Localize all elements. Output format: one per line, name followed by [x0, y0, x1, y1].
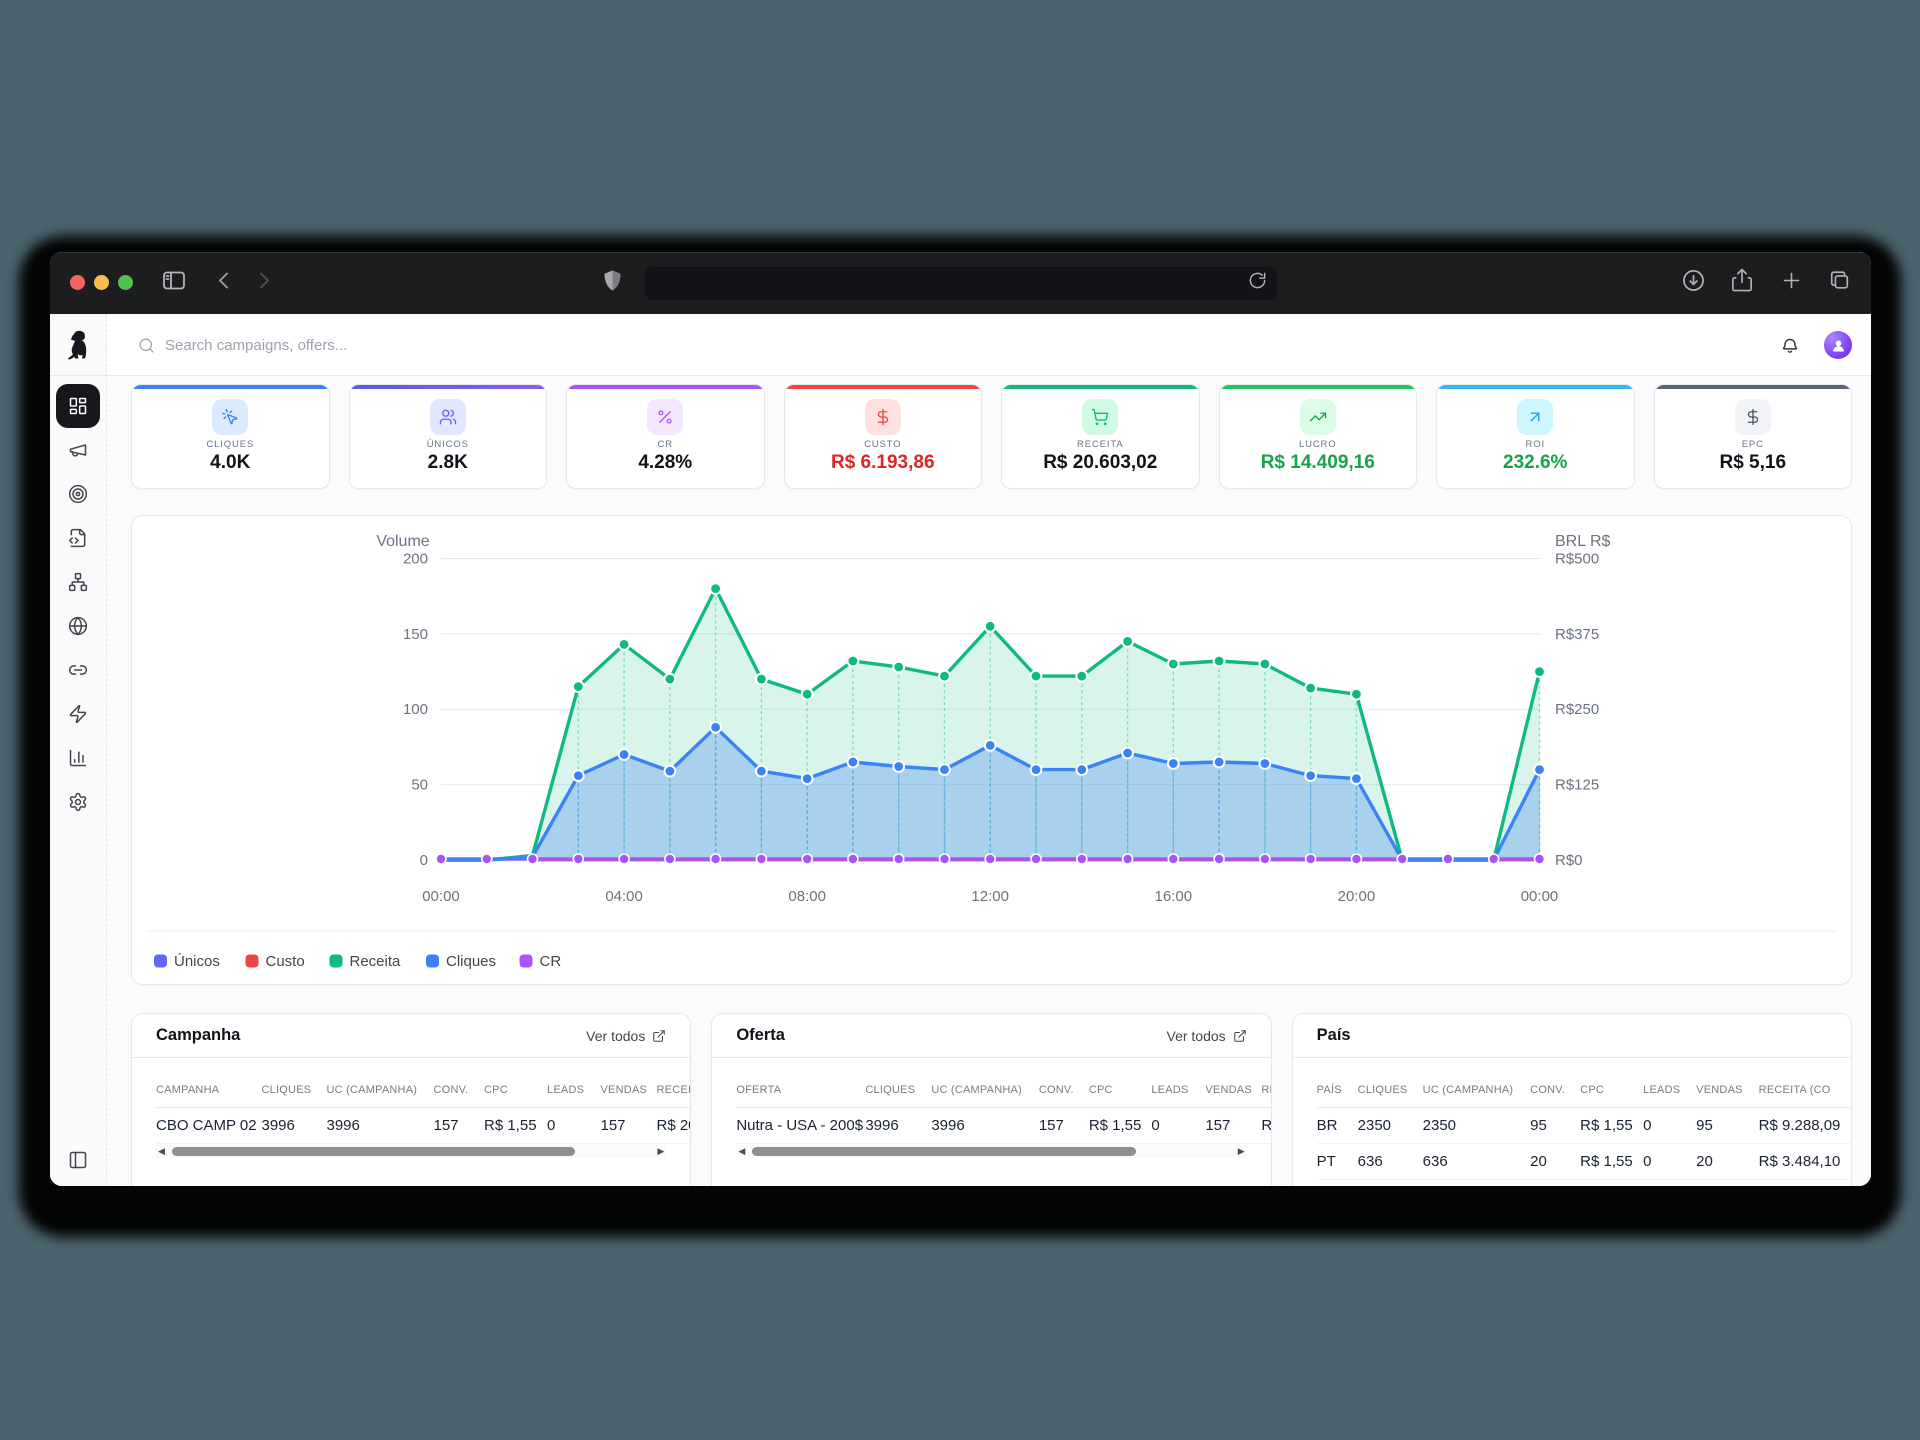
svg-text:200: 200 — [403, 551, 428, 568]
svg-text:BRL R$: BRL R$ — [1555, 533, 1611, 550]
svg-text:R$500: R$500 — [1555, 551, 1599, 568]
svg-text:Receita: Receita — [350, 953, 402, 970]
svg-text:0: 0 — [420, 852, 428, 869]
svg-text:Custo: Custo — [266, 953, 305, 970]
svg-text:50: 50 — [411, 777, 428, 794]
svg-text:16:00: 16:00 — [1155, 888, 1193, 905]
svg-text:R$250: R$250 — [1555, 701, 1599, 718]
svg-text:04:00: 04:00 — [605, 888, 643, 905]
svg-text:R$375: R$375 — [1555, 626, 1599, 643]
svg-text:100: 100 — [403, 701, 428, 718]
svg-text:R$125: R$125 — [1555, 777, 1599, 794]
svg-text:08:00: 08:00 — [788, 888, 826, 905]
svg-text:Cliques: Cliques — [446, 953, 496, 970]
svg-text:150: 150 — [403, 626, 428, 643]
svg-text:00:00: 00:00 — [422, 888, 460, 905]
svg-text:R$0: R$0 — [1555, 852, 1583, 869]
svg-text:Volume: Volume — [376, 533, 429, 550]
svg-text:00:00: 00:00 — [1521, 888, 1559, 905]
svg-text:20:00: 20:00 — [1338, 888, 1376, 905]
svg-text:CR: CR — [540, 953, 562, 970]
svg-text:12:00: 12:00 — [971, 888, 1009, 905]
svg-text:Únicos: Únicos — [174, 953, 220, 970]
